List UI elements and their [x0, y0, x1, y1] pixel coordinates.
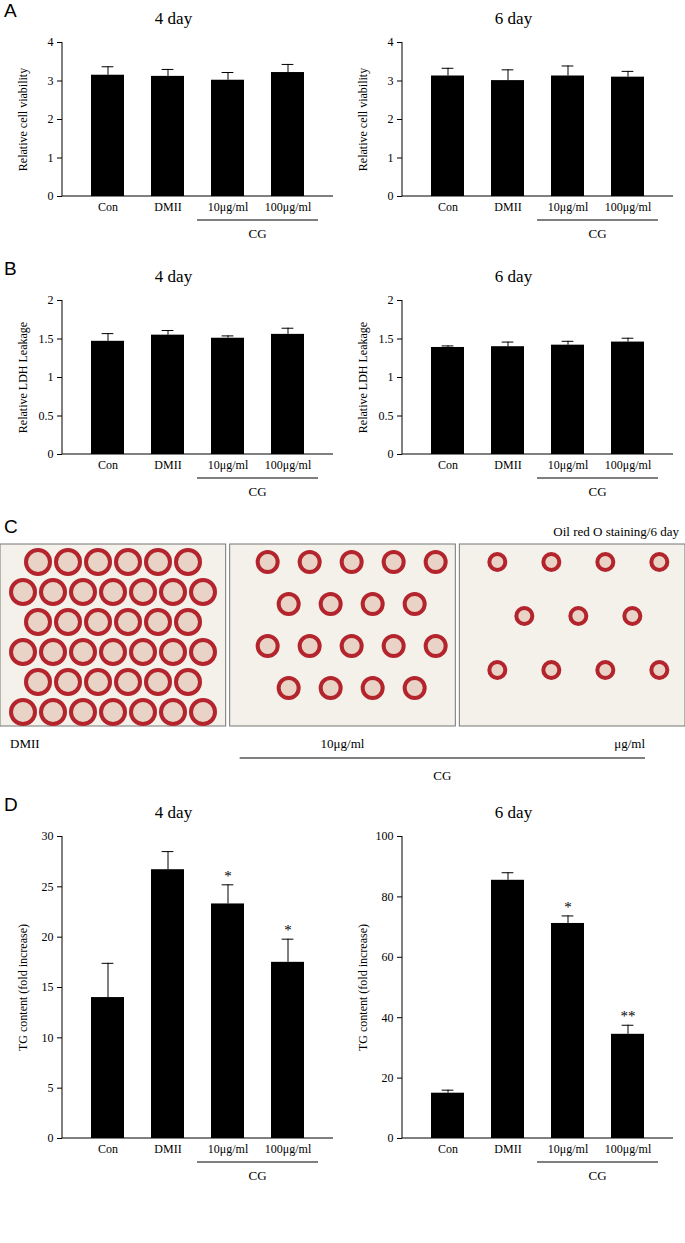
- svg-text:10: 10: [42, 1031, 54, 1045]
- svg-text:TG content (fold increase): TG content (fold increase): [356, 924, 370, 1051]
- svg-text:DMII: DMII: [154, 1142, 181, 1156]
- svg-text:10μg/ml: 10μg/ml: [548, 1142, 589, 1156]
- svg-text:100: 100: [376, 829, 394, 843]
- svg-text:0: 0: [388, 447, 394, 461]
- svg-text:*: *: [564, 899, 572, 915]
- svg-text:0.5: 0.5: [379, 409, 394, 423]
- svg-text:20: 20: [42, 930, 54, 944]
- html-text:4 day: 4 day: [154, 803, 193, 822]
- svg-text:TG content (fold increase): TG content (fold increase): [16, 924, 30, 1051]
- svg-text:100μg/ml: 100μg/ml: [265, 458, 312, 472]
- html-text:C: C: [4, 516, 18, 537]
- svg-text:2: 2: [48, 293, 54, 307]
- svg-text:40: 40: [382, 1011, 394, 1025]
- svg-text:10μg/ml: 10μg/ml: [321, 736, 365, 751]
- svg-text:Relative cell viability: Relative cell viability: [356, 68, 370, 171]
- svg-text:0: 0: [48, 447, 54, 461]
- svg-text:Relative cell viability: Relative cell viability: [16, 68, 30, 171]
- svg-text:1: 1: [388, 370, 394, 384]
- svg-text:μg/ml: μg/ml: [614, 736, 645, 751]
- svg-text:0: 0: [388, 1131, 394, 1145]
- svg-text:*: *: [284, 922, 292, 938]
- svg-text:2: 2: [388, 293, 394, 307]
- svg-text:100μg/ml: 100μg/ml: [265, 200, 312, 214]
- svg-text:0: 0: [388, 189, 394, 203]
- html-text:6 day: 6 day: [494, 267, 533, 286]
- svg-text:0: 0: [48, 189, 54, 203]
- svg-text:2: 2: [48, 112, 54, 126]
- svg-text:2: 2: [388, 112, 394, 126]
- svg-text:15: 15: [42, 980, 54, 994]
- html-text:A: A: [4, 0, 17, 21]
- svg-text:5: 5: [48, 1081, 54, 1095]
- svg-text:25: 25: [42, 880, 54, 894]
- svg-text:CG: CG: [588, 484, 606, 499]
- svg-text:Con: Con: [98, 1142, 118, 1156]
- svg-text:DMII: DMII: [154, 458, 181, 472]
- svg-text:20: 20: [382, 1071, 394, 1085]
- svg-text:10μg/ml: 10μg/ml: [208, 1142, 249, 1156]
- svg-text:3: 3: [48, 74, 54, 88]
- svg-text:1.5: 1.5: [39, 332, 54, 346]
- svg-text:CG: CG: [248, 484, 266, 499]
- svg-text:100μg/ml: 100μg/ml: [605, 200, 652, 214]
- svg-text:10μg/ml: 10μg/ml: [548, 200, 589, 214]
- svg-text:10μg/ml: 10μg/ml: [208, 458, 249, 472]
- svg-text:DMII: DMII: [494, 1142, 521, 1156]
- html-text:4 day: 4 day: [154, 267, 193, 286]
- svg-text:DMII: DMII: [494, 458, 521, 472]
- svg-text:1: 1: [388, 151, 394, 165]
- svg-text:1: 1: [48, 370, 54, 384]
- svg-text:CG: CG: [248, 1168, 266, 1183]
- svg-text:CG: CG: [588, 226, 606, 241]
- svg-text:DMII: DMII: [154, 200, 181, 214]
- svg-text:10μg/ml: 10μg/ml: [548, 458, 589, 472]
- svg-text:0.5: 0.5: [39, 409, 54, 423]
- html-text:B: B: [4, 258, 17, 279]
- svg-text:Oil red O staining/6 day: Oil red O staining/6 day: [553, 524, 679, 539]
- svg-text:Con: Con: [438, 1142, 458, 1156]
- svg-text:4: 4: [388, 35, 394, 49]
- svg-text:0: 0: [48, 1131, 54, 1145]
- svg-text:DMII: DMII: [494, 200, 521, 214]
- html-text:6 day: 6 day: [494, 9, 533, 28]
- svg-text:100μg/ml: 100μg/ml: [605, 1142, 652, 1156]
- svg-text:**: **: [621, 1008, 636, 1024]
- svg-text:CG: CG: [588, 1168, 606, 1183]
- svg-text:Relative LDH Leakage: Relative LDH Leakage: [16, 322, 30, 433]
- svg-text:10μg/ml: 10μg/ml: [208, 200, 249, 214]
- svg-text:DMII: DMII: [10, 736, 40, 751]
- svg-text:100μg/ml: 100μg/ml: [265, 1142, 312, 1156]
- svg-text:1.5: 1.5: [379, 332, 394, 346]
- svg-text:30: 30: [42, 829, 54, 843]
- svg-text:3: 3: [388, 74, 394, 88]
- svg-text:*: *: [224, 868, 232, 884]
- svg-text:1: 1: [48, 151, 54, 165]
- svg-text:Con: Con: [98, 200, 118, 214]
- html-text:6 day: 6 day: [494, 803, 533, 822]
- svg-text:Con: Con: [98, 458, 118, 472]
- svg-text:CG: CG: [433, 768, 451, 783]
- svg-text:60: 60: [382, 950, 394, 964]
- html-text:4 day: 4 day: [154, 9, 193, 28]
- svg-text:100μg/ml: 100μg/ml: [605, 458, 652, 472]
- svg-text:Con: Con: [438, 200, 458, 214]
- svg-text:CG: CG: [248, 226, 266, 241]
- html-text:D: D: [4, 794, 18, 815]
- svg-text:Relative LDH Leakage: Relative LDH Leakage: [356, 322, 370, 433]
- svg-text:80: 80: [382, 890, 394, 904]
- svg-text:4: 4: [48, 35, 54, 49]
- svg-text:Con: Con: [438, 458, 458, 472]
